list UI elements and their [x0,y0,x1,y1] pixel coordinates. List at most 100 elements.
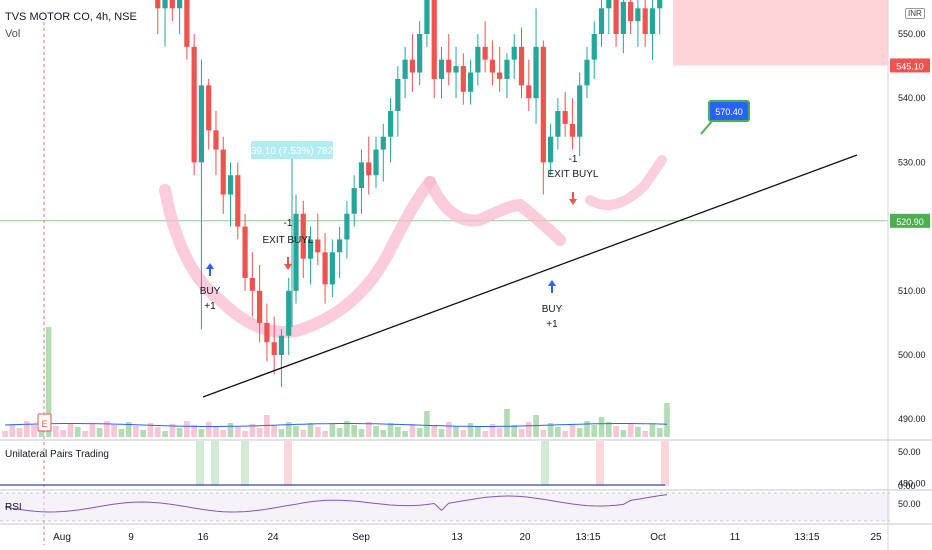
volume-bar [351,425,357,437]
upt-highlight [196,441,204,486]
upt-highlight [661,441,669,486]
volume-bar [234,427,241,437]
buy-arrow-2 [548,280,556,293]
volume-bar [540,430,547,437]
time-tick-label: Sep [352,532,370,543]
candle-body [598,8,605,34]
volume-bar [380,430,387,437]
candle-body [271,342,277,355]
measure-label: 39.10 (7.53%) 782 [251,146,334,157]
candle-body [431,0,437,79]
candle-body [286,290,292,336]
volume-bar [191,425,197,437]
candle-body [613,0,619,35]
volume-bar [205,422,212,437]
candle-body [518,46,525,86]
candle-body [489,59,496,73]
volume-bar [242,431,248,437]
target-label: 570.40 [715,107,743,117]
candle-body [438,59,445,79]
candle-body [606,0,612,9]
time-tick-label: 20 [519,532,531,543]
measure-box [251,141,333,159]
volume-bar [424,411,430,437]
volume-bar [584,421,590,437]
rsi-line [4,494,668,513]
candle-body [249,277,255,291]
volume-bar [620,430,627,437]
volume-bar [496,428,503,437]
volume-bar [489,424,496,437]
buy-label-2: BUY [542,304,563,315]
candle-body [453,66,459,73]
candle-body [446,59,452,73]
volume-bar [104,421,110,437]
volume-bar [445,422,452,437]
candle-body [584,59,590,86]
volume-bar [184,421,190,437]
candle-body [424,0,430,34]
volume-bar [67,423,74,437]
volume-bar [606,422,612,437]
price-badge-label: 520.90 [896,217,924,227]
volume-bar [373,426,379,437]
volume-bar [31,425,37,437]
chart-title[interactable]: TVS MOTOR CO, 4h, NSE [5,11,137,23]
candle-body [497,72,503,79]
volume-bar [613,426,619,437]
volume-bar [482,431,488,437]
candle-body [628,1,634,22]
volume-bar [300,430,307,437]
buy-qty-2: +1 [546,319,558,330]
volume-bar [133,426,139,437]
price-tick-label: 490.00 [898,414,926,424]
candle-body [257,290,263,323]
volume-bar [220,430,227,437]
volume-bar [9,424,16,437]
candle-body [555,111,561,137]
volume-bar [329,424,336,437]
volume-bar [227,423,234,437]
price-tick-label: 530.00 [898,157,926,167]
volume-bar [53,426,59,437]
time-tick-label: 11 [730,532,741,543]
rsi-indicator-label[interactable]: RSI [5,502,22,513]
volume-label[interactable]: Vol [5,28,21,40]
volume-bar [635,427,641,437]
pattern-arc-left [159,176,436,338]
time-tick-label: 16 [197,532,209,543]
volume-bar [118,429,125,437]
volume-bar [453,426,459,437]
time-tick-label: 9 [128,532,134,543]
candle-body [511,46,517,60]
currency-badge[interactable]: INR [905,8,925,19]
candle-body [191,46,197,163]
pattern-arc-end [585,155,667,210]
candle-body [657,0,663,9]
volume-bar [249,424,256,437]
candle-body [300,213,306,259]
time-tick-label: 25 [870,532,882,543]
price-tick-label: 500.00 [898,350,926,360]
buy-label-1: BUY [200,286,221,297]
volume-bar [460,430,467,437]
time-tick-label: 24 [267,532,279,543]
volume-bar [89,424,96,437]
exit-label-1: EXIT BUYL [263,235,314,246]
candle-body [307,239,314,259]
volume-bar [409,424,416,437]
candle-body [620,1,626,34]
upt-highlight [596,441,604,486]
volume-bar [111,425,117,437]
volume-bar [358,429,365,437]
candle-body [162,0,168,9]
upt-indicator-label[interactable]: Unilateral Pairs Trading [5,449,109,460]
volume-bar [627,423,634,437]
candle-body [562,111,568,124]
volume-bar [271,425,277,437]
time-tick-label: Oct [650,532,666,543]
upt-highlight [211,441,219,486]
volume-bar [569,424,576,437]
target-pointer [700,120,713,135]
